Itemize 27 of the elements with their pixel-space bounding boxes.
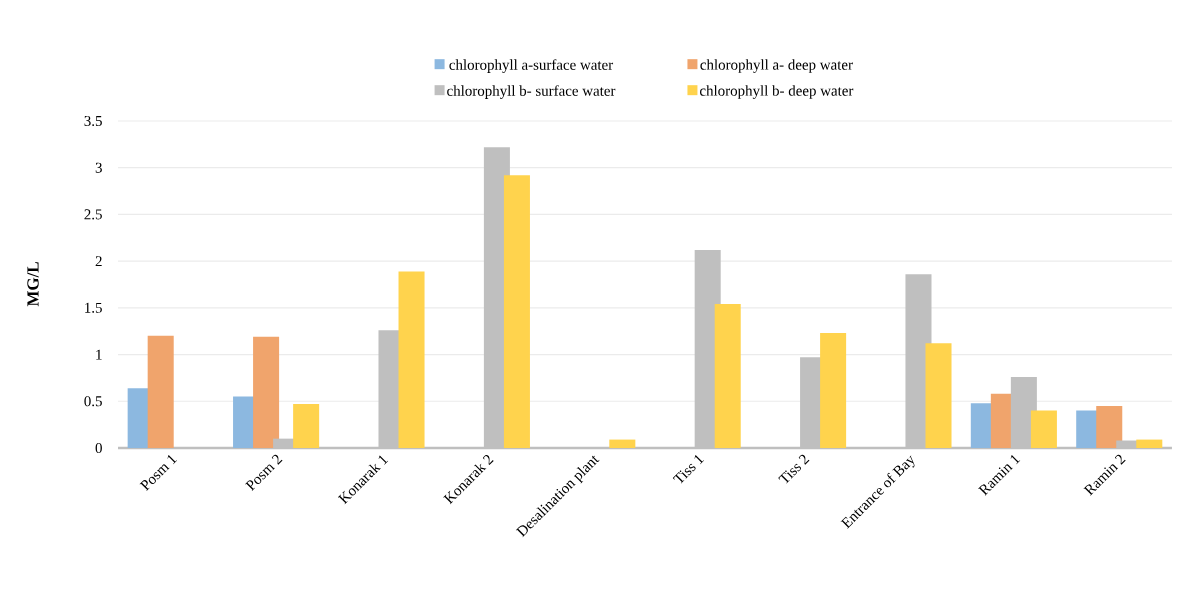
- legend-label: chlorophyll b- deep water: [700, 85, 854, 99]
- bar: [503, 175, 530, 448]
- bar: [925, 343, 952, 448]
- bar: [253, 336, 280, 448]
- y-tick-label: 0: [95, 442, 102, 454]
- y-tick-label: 0.5: [84, 396, 102, 407]
- bar: [147, 335, 174, 448]
- legend-label: chlorophyll a- deep water: [700, 59, 853, 73]
- legend-label: chlorophyll a-surface water: [449, 59, 614, 73]
- y-tick-label: 2.5: [84, 209, 102, 220]
- bar: [293, 404, 320, 448]
- bar: [1030, 410, 1057, 448]
- x-tick-label: Tiss 2: [778, 454, 810, 484]
- y-tick-label: 3.5: [84, 115, 102, 127]
- y-axis-title: MG/L: [27, 262, 39, 307]
- x-tick-label: Tiss 1: [672, 455, 705, 484]
- bar: [1136, 439, 1163, 448]
- bar: [609, 439, 636, 448]
- bar: [820, 333, 847, 448]
- bar: [1096, 405, 1123, 448]
- bar: [714, 304, 741, 448]
- y-tick-label: 1: [96, 349, 102, 360]
- y-tick-label: 2: [95, 256, 102, 267]
- legend-label: chlorophyll b- surface water: [447, 85, 616, 99]
- y-tick-label: 1.5: [85, 302, 102, 313]
- y-tick-label: 3: [95, 162, 102, 173]
- bar: [398, 271, 425, 448]
